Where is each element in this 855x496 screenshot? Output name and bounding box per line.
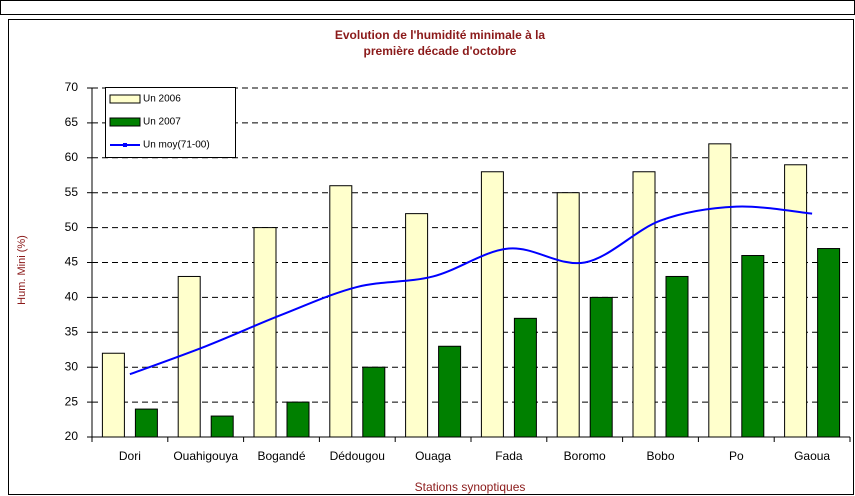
- chart-title: Evolution de l'humidité minimale à la: [335, 28, 546, 42]
- bar: [286, 401, 310, 438]
- y-tick-label: 65: [65, 115, 79, 129]
- bar: [513, 317, 537, 438]
- bar: [480, 171, 504, 438]
- bar: [253, 227, 277, 438]
- x-tick-label: Dédougou: [330, 449, 385, 463]
- bar: [665, 275, 689, 438]
- x-tick-label: Bogandé: [257, 449, 305, 463]
- bar: [817, 248, 841, 438]
- y-tick-label: 40: [65, 290, 79, 304]
- top-frame: [0, 0, 855, 15]
- x-tick-label: Po: [729, 449, 744, 463]
- y-tick-label: 25: [65, 394, 79, 408]
- legend-swatch: [123, 143, 127, 147]
- x-tick-label: Dori: [119, 449, 141, 463]
- bar: [101, 352, 125, 438]
- bar: [329, 185, 353, 438]
- y-tick-label: 45: [65, 255, 79, 269]
- y-tick-label: 30: [65, 359, 79, 373]
- y-tick-label: 70: [65, 80, 79, 94]
- bar: [556, 192, 580, 438]
- x-tick-label: Fada: [495, 449, 523, 463]
- bar: [741, 255, 765, 438]
- legend-label: Un 2007: [143, 117, 181, 128]
- bar: [784, 164, 808, 438]
- line: [129, 205, 813, 376]
- bar: [438, 345, 462, 438]
- x-tick-label: Gaoua: [794, 449, 830, 463]
- x-tick-label: Boromo: [564, 449, 606, 463]
- bar: [210, 415, 234, 438]
- bar: [589, 296, 613, 438]
- y-tick-label: 20: [65, 429, 79, 443]
- legend-swatch: [109, 117, 141, 127]
- legend-swatch: [109, 94, 141, 104]
- y-tick-label: 35: [65, 324, 79, 338]
- y-tick-label: 60: [65, 150, 79, 164]
- y-axis-label: Hum. Mini (%): [16, 235, 28, 305]
- bar: [708, 143, 732, 438]
- x-axis-label: Stations synoptiques: [415, 480, 526, 494]
- chart-title: première décade d'octobre: [364, 44, 517, 58]
- x-tick-label: Ouaga: [415, 449, 451, 463]
- bar: [405, 213, 429, 438]
- bar: [632, 171, 656, 438]
- x-tick-label: Ouahigouya: [173, 449, 238, 463]
- x-tick-label: Bobo: [646, 449, 674, 463]
- bar: [362, 366, 386, 438]
- legend-label: Un 2006: [143, 94, 181, 105]
- bar: [134, 408, 158, 438]
- y-tick-label: 50: [65, 220, 79, 234]
- y-tick-label: 55: [65, 185, 79, 199]
- legend-label: Un moy(71-00): [143, 140, 210, 151]
- bar: [177, 275, 201, 438]
